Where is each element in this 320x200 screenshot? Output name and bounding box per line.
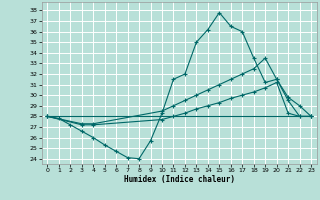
X-axis label: Humidex (Indice chaleur): Humidex (Indice chaleur) xyxy=(124,175,235,184)
